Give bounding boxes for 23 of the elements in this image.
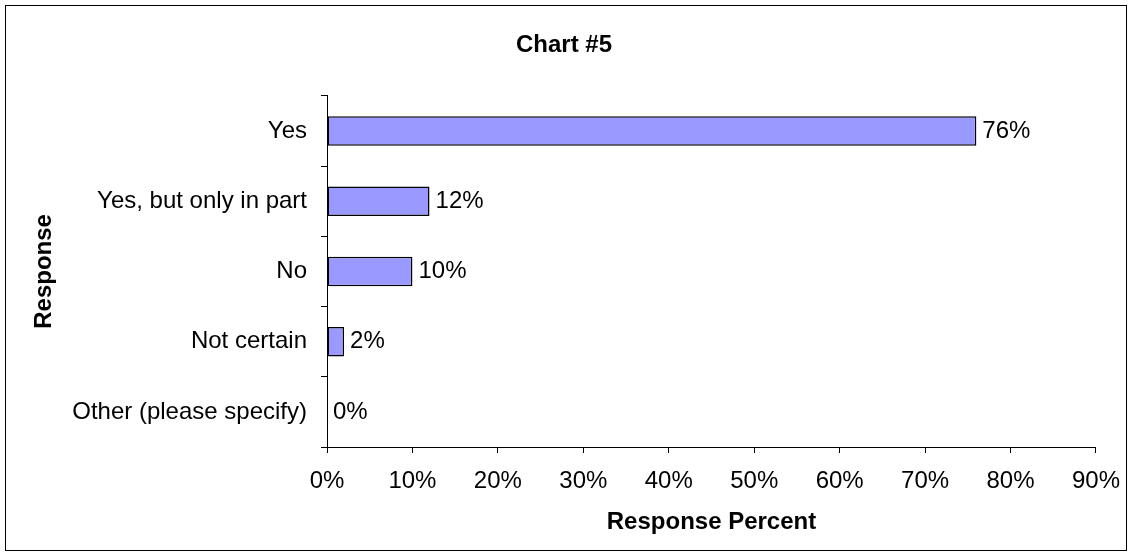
data-label: 0% — [333, 396, 368, 424]
y-tick-label: Other (please specify) — [72, 396, 307, 424]
x-tick-label: 20% — [473, 466, 522, 494]
data-label: 12% — [435, 185, 484, 213]
x-tick-label: 80% — [986, 466, 1035, 494]
x-tick-label: 70% — [901, 466, 950, 494]
x-tick-label: 50% — [730, 466, 779, 494]
data-label: 10% — [418, 256, 467, 284]
x-tick-label: 30% — [559, 466, 608, 494]
x-tick-label: 10% — [388, 466, 437, 494]
x-tick-label: 40% — [644, 466, 693, 494]
x-axis-title: Response Percent — [606, 507, 817, 535]
y-tick-label: No — [276, 256, 307, 284]
data-label: 2% — [350, 326, 385, 354]
x-tick-label: 60% — [815, 466, 864, 494]
y-tick-label: Not certain — [190, 326, 307, 354]
chart-title: Chart #5 — [515, 30, 613, 58]
y-tick-label: Yes, but only in part — [97, 185, 308, 213]
data-label: 76% — [982, 115, 1031, 143]
y-axis-title: Response — [29, 214, 57, 329]
y-tick-label: Yes — [267, 115, 307, 143]
x-tick-label: 90% — [1071, 466, 1121, 494]
x-tick-label: 0% — [309, 466, 345, 494]
